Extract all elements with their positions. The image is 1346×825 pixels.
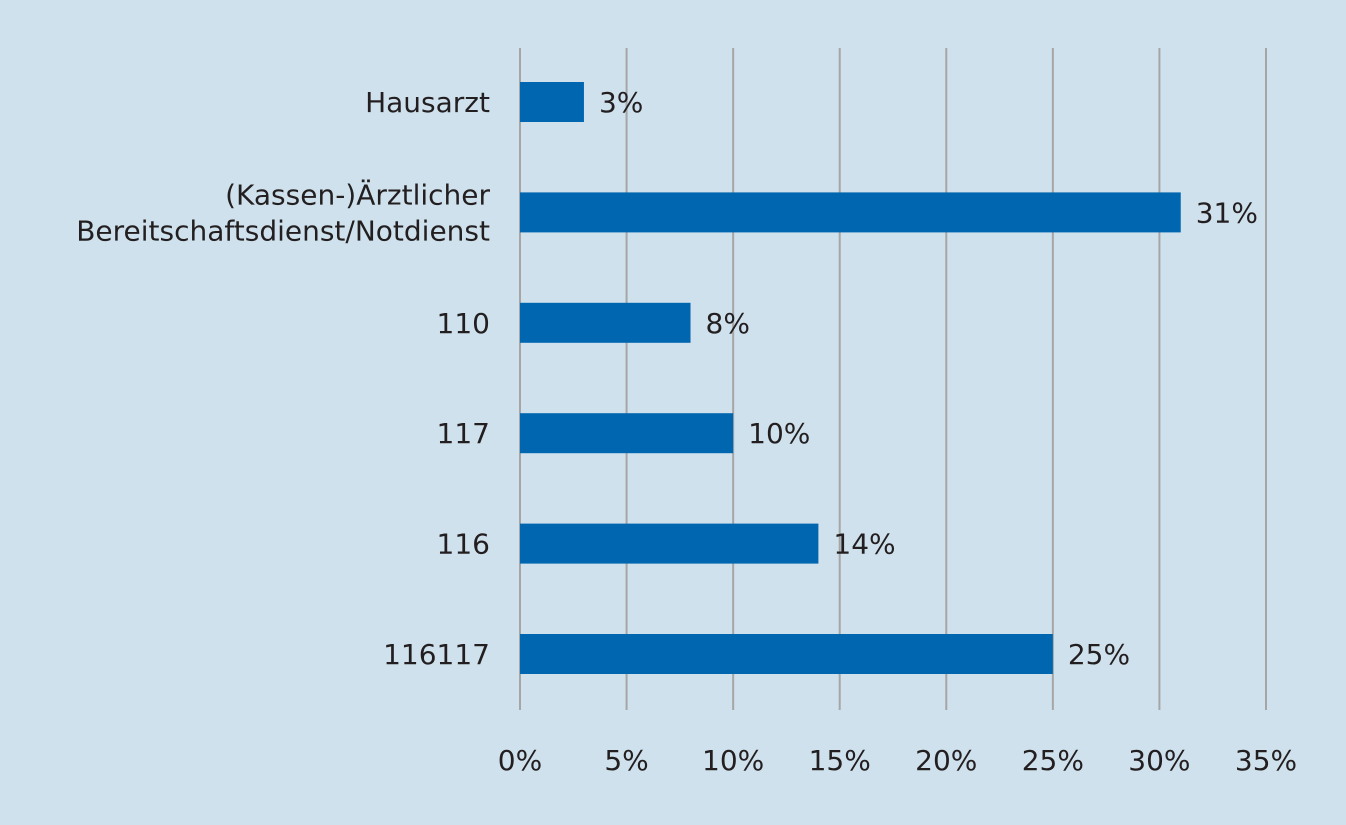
value-label-2: 8% <box>706 307 750 340</box>
category-label-1-line-0: (Kassen-)Ärztlicher <box>225 178 490 211</box>
gridlines <box>519 48 1267 710</box>
category-label-1: (Kassen-)Ärztlicher Bereitschaftsdienst/N… <box>76 178 490 247</box>
x-tick-label-7: 35% <box>1235 744 1297 777</box>
x-tick-label-1: 5% <box>604 744 648 777</box>
category-label-3-line-0: 117 <box>437 417 490 450</box>
bar-2 <box>520 302 691 343</box>
x-tick-label-2: 10% <box>702 744 764 777</box>
category-label-2: 110 <box>437 307 490 340</box>
bar-1 <box>520 192 1181 233</box>
bar-5 <box>520 634 1053 674</box>
category-label-2-line-0: 110 <box>437 307 490 340</box>
bar-3 <box>520 413 734 454</box>
category-label-0: Hausarzt <box>365 86 490 119</box>
bars <box>520 82 1181 674</box>
x-axis-tick-labels: 0% 5% 10% 15% 20% 25% 30% 35% <box>498 744 1297 777</box>
bar-0 <box>520 82 584 122</box>
value-label-3: 10% <box>748 417 810 450</box>
value-label-5: 25% <box>1068 638 1130 671</box>
value-label-1: 31% <box>1196 196 1258 229</box>
x-tick-label-4: 20% <box>915 744 977 777</box>
category-labels: Hausarzt (Kassen-)Ärztlicher Bereitschafts… <box>76 86 490 671</box>
category-label-5-line-0: 116117 <box>383 638 490 671</box>
bar-4 <box>520 523 819 564</box>
category-label-5: 116117 <box>383 638 490 671</box>
value-label-0: 3% <box>599 86 643 119</box>
category-label-0-line-0: Hausarzt <box>365 86 490 119</box>
x-tick-label-5: 25% <box>1022 744 1084 777</box>
value-label-4: 14% <box>833 528 895 561</box>
value-labels: 3% 31% 8% 10% 14% 25% <box>599 86 1258 671</box>
x-tick-label-6: 30% <box>1128 744 1190 777</box>
category-label-3: 117 <box>437 417 490 450</box>
category-label-1-line-1: Bereitschaftsdienst/Notdienst <box>76 214 490 247</box>
x-tick-label-0: 0% <box>498 744 542 777</box>
category-label-4: 116 <box>437 528 490 561</box>
category-label-4-line-0: 116 <box>437 528 490 561</box>
x-tick-label-3: 15% <box>809 744 871 777</box>
